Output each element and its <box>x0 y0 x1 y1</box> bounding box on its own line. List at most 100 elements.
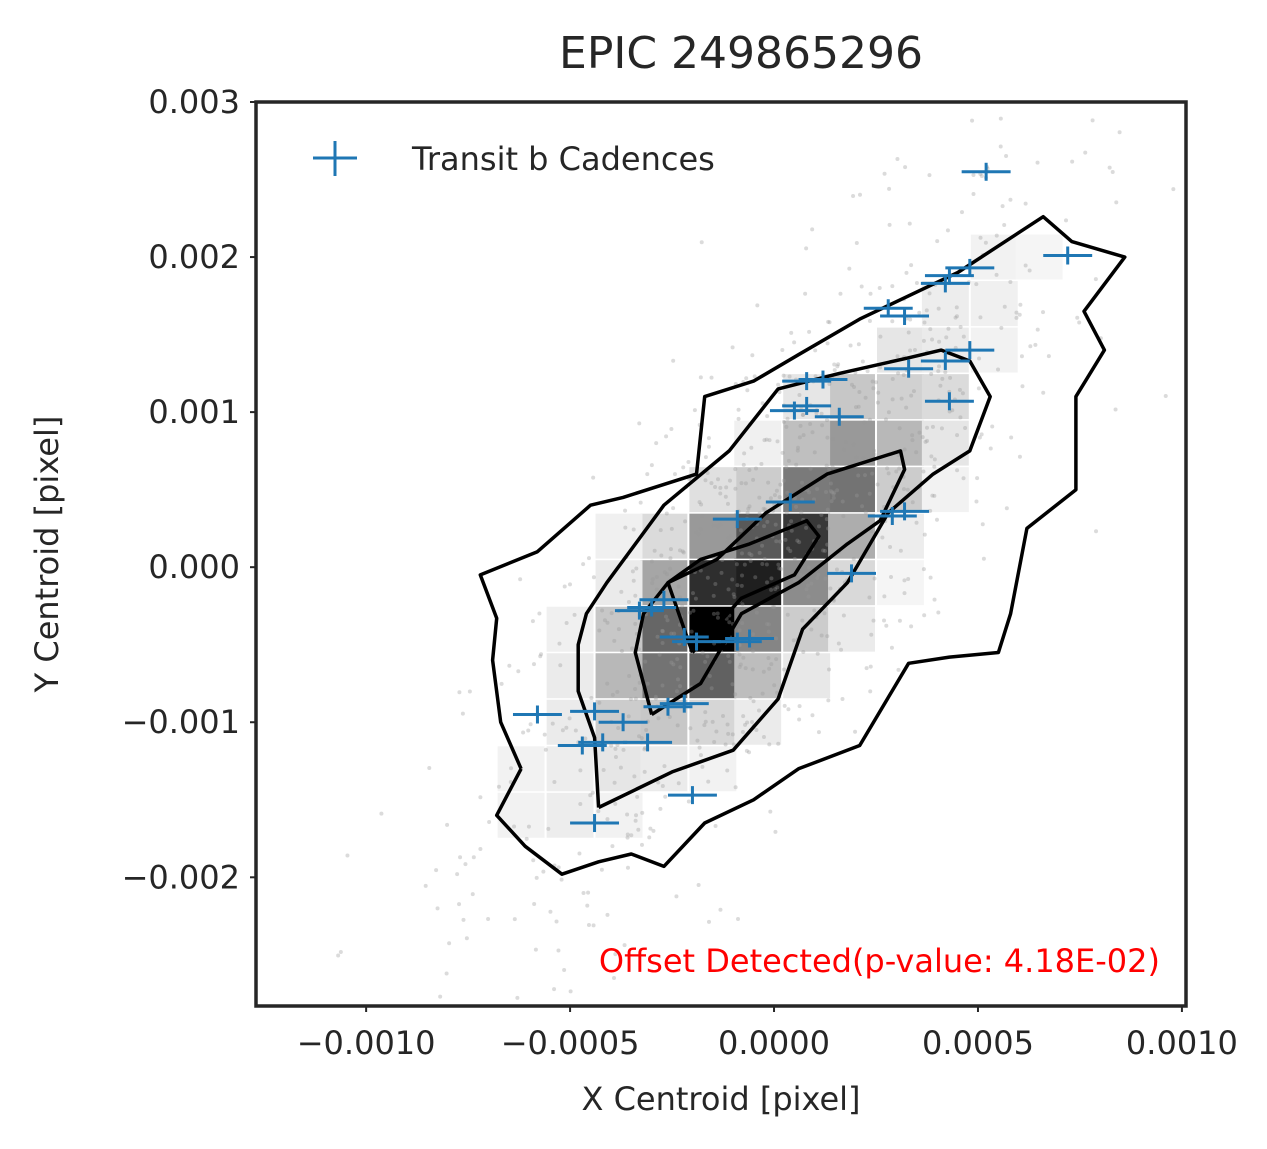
background-point <box>664 511 669 516</box>
background-point <box>626 600 631 605</box>
background-point <box>888 544 893 549</box>
background-point <box>999 325 1004 330</box>
background-point <box>578 768 583 773</box>
background-point <box>633 621 638 626</box>
background-point <box>700 514 705 519</box>
background-point <box>822 548 827 553</box>
background-point <box>841 613 846 618</box>
background-point <box>680 603 685 608</box>
background-point <box>766 622 771 627</box>
background-point <box>1093 277 1098 282</box>
background-point <box>730 732 735 737</box>
background-point <box>868 689 873 694</box>
background-point <box>743 481 748 486</box>
x-axis-ticks: −0.0010 −0.0005 0.0000 0.0005 0.0010 <box>297 1006 1238 1062</box>
background-point <box>623 525 628 530</box>
background-point <box>854 455 859 460</box>
background-point <box>869 632 874 637</box>
background-point <box>633 593 638 598</box>
background-point <box>768 809 773 814</box>
transit-cadence-marker <box>623 733 673 752</box>
background-point <box>586 556 591 561</box>
background-point <box>665 618 670 623</box>
background-point <box>819 633 824 638</box>
background-point <box>768 496 773 501</box>
background-point <box>829 490 834 495</box>
background-point <box>934 517 939 522</box>
background-point <box>774 539 779 544</box>
background-point <box>921 567 926 572</box>
background-point <box>737 652 742 657</box>
background-point <box>914 520 919 525</box>
background-point <box>761 735 766 740</box>
background-point <box>762 524 767 529</box>
background-point <box>885 466 890 471</box>
background-point <box>906 330 911 335</box>
background-point <box>512 917 517 922</box>
background-point <box>882 594 887 599</box>
background-point <box>1163 394 1168 399</box>
background-point <box>748 696 753 701</box>
background-point <box>948 375 953 380</box>
background-point <box>546 826 551 831</box>
background-point <box>613 755 618 760</box>
background-point <box>766 655 771 660</box>
background-point <box>1023 201 1028 206</box>
background-point <box>810 430 815 435</box>
background-point <box>703 710 708 715</box>
background-point <box>872 576 877 581</box>
background-point <box>970 118 975 123</box>
background-point <box>658 806 663 811</box>
background-point <box>686 460 691 465</box>
background-point <box>798 572 803 577</box>
background-point <box>724 485 729 490</box>
background-point <box>961 334 966 339</box>
background-point <box>664 614 669 619</box>
background-point <box>776 741 781 746</box>
histogram-cell <box>783 606 831 652</box>
background-point <box>909 263 914 268</box>
background-point <box>567 582 572 587</box>
background-point <box>828 586 833 591</box>
background-point <box>783 537 788 542</box>
background-point <box>753 575 758 580</box>
background-point <box>809 627 814 632</box>
background-point <box>703 478 708 483</box>
background-point <box>676 781 681 786</box>
histogram-cell <box>970 234 1018 280</box>
background-point <box>619 648 624 653</box>
background-point <box>537 611 542 616</box>
background-point <box>689 629 694 634</box>
background-point <box>532 901 537 906</box>
background-point <box>735 583 740 588</box>
background-point <box>815 651 820 656</box>
background-point <box>930 424 935 429</box>
background-point <box>762 556 767 561</box>
background-point <box>792 578 797 583</box>
background-point <box>698 753 703 758</box>
background-point <box>971 192 976 197</box>
background-point <box>922 532 927 537</box>
background-point <box>809 581 814 586</box>
background-point <box>656 780 661 785</box>
background-point <box>912 347 917 352</box>
background-point <box>888 574 893 579</box>
transit-cadence-marker <box>614 601 664 620</box>
background-point <box>804 246 809 251</box>
background-point <box>715 611 720 616</box>
background-point <box>653 696 658 701</box>
transit-cadence-marker <box>765 493 815 512</box>
background-point <box>799 510 804 515</box>
background-point <box>775 585 780 590</box>
background-point <box>612 638 617 643</box>
background-point <box>723 742 728 747</box>
chart-title: EPIC 249865296 <box>559 28 923 79</box>
background-point <box>379 811 384 816</box>
transit-cadence-marker <box>880 306 930 325</box>
background-point <box>718 907 723 912</box>
background-point <box>772 604 777 609</box>
background-point <box>696 882 701 887</box>
background-point <box>672 631 677 636</box>
background-point <box>625 865 630 870</box>
